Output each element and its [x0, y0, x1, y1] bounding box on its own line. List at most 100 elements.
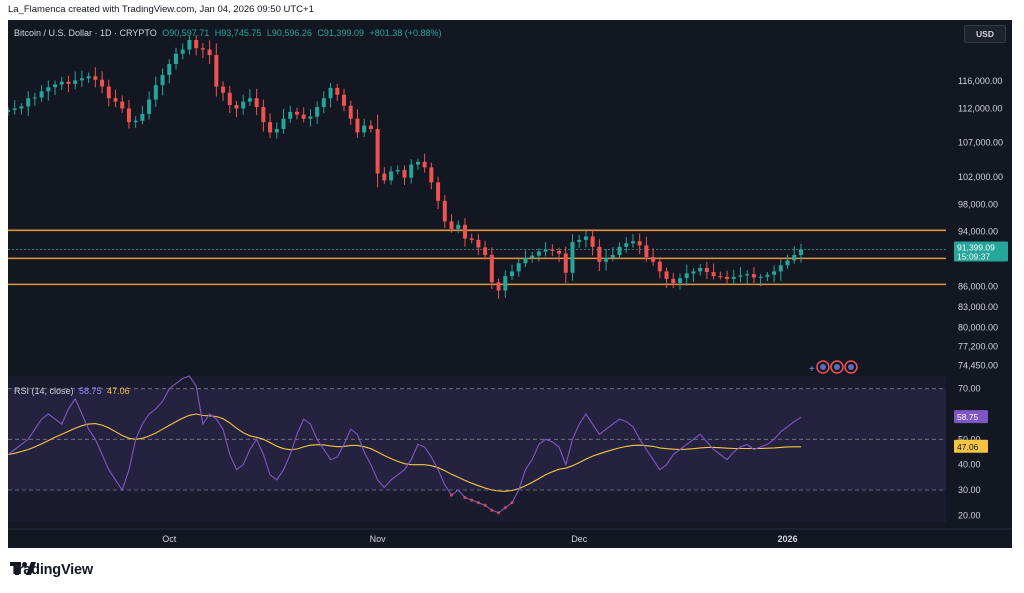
candle-body[interactable] [355, 118, 360, 133]
rsi-legend[interactable]: RSI (14, close) 58.75 47.06 [14, 386, 130, 396]
candle-body[interactable] [785, 260, 790, 266]
candle-body[interactable] [617, 246, 622, 255]
candle-body[interactable] [315, 107, 320, 117]
candle-body[interactable] [261, 107, 266, 123]
candle-body[interactable] [570, 241, 575, 273]
candle-body[interactable] [557, 250, 562, 254]
candle-body[interactable] [550, 249, 555, 251]
candle-body[interactable] [449, 221, 454, 229]
candle-body[interactable] [73, 80, 78, 84]
candle-body[interactable] [610, 254, 615, 258]
candle-body[interactable] [140, 113, 145, 121]
candle-body[interactable] [704, 267, 709, 273]
candle-body[interactable] [738, 275, 743, 277]
candle-body[interactable] [100, 79, 105, 87]
candle-body[interactable] [657, 261, 662, 272]
candle-body[interactable] [368, 125, 373, 129]
candle-body[interactable] [395, 170, 400, 172]
candle-body[interactable] [294, 111, 299, 115]
candle-body[interactable] [133, 120, 138, 123]
candle-body[interactable] [597, 246, 602, 262]
candle-body[interactable] [476, 239, 481, 248]
candle-body[interactable] [778, 265, 783, 272]
candle-body[interactable] [53, 84, 58, 88]
candle-body[interactable] [288, 111, 293, 119]
candle-body[interactable] [126, 108, 131, 123]
candle-body[interactable] [530, 255, 535, 258]
candle-body[interactable] [483, 247, 488, 255]
brand[interactable]: TradingView [10, 562, 93, 578]
candle-body[interactable] [429, 167, 434, 183]
candle-body[interactable] [442, 200, 447, 222]
candle-body[interactable] [301, 114, 306, 119]
candle-body[interactable] [725, 276, 730, 279]
candle-body[interactable] [563, 253, 568, 273]
candle-body[interactable] [590, 236, 595, 247]
candle-body[interactable] [187, 40, 192, 50]
candle-body[interactable] [792, 254, 797, 261]
candle-body[interactable] [207, 49, 212, 56]
candle-body[interactable] [630, 241, 635, 244]
candle-body[interactable] [765, 274, 770, 277]
candle-body[interactable] [469, 238, 474, 240]
candle-body[interactable] [731, 276, 736, 279]
candle-body[interactable] [160, 74, 165, 86]
candle-body[interactable] [174, 53, 178, 64]
candle-body[interactable] [342, 94, 346, 106]
candle-body[interactable] [772, 271, 777, 275]
currency-button[interactable]: USD [964, 25, 1006, 43]
candle-body[interactable] [671, 278, 676, 284]
candle-body[interactable] [637, 241, 642, 246]
candle-body[interactable] [745, 274, 750, 276]
candle-body[interactable] [678, 278, 682, 284]
candle-body[interactable] [120, 101, 125, 109]
candle-body[interactable] [12, 108, 17, 110]
candle-body[interactable] [409, 164, 414, 178]
price-label-box[interactable] [954, 241, 1008, 262]
candle-body[interactable] [415, 161, 420, 165]
candle-body[interactable] [274, 128, 279, 133]
candle-body[interactable] [268, 122, 273, 133]
candle-body[interactable] [711, 272, 716, 277]
candle-body[interactable] [39, 91, 44, 98]
candle-body[interactable] [684, 273, 689, 279]
rsi-ma-line[interactable] [8, 413, 801, 492]
candle-body[interactable] [32, 97, 37, 99]
event-icons[interactable]: + [809, 360, 858, 375]
chart-svg[interactable]: 116,000.00 112,000.00 107,000.00 102,000.00… [8, 20, 1012, 548]
candle-body[interactable] [436, 182, 441, 201]
candle-body[interactable] [281, 118, 286, 129]
candle-body[interactable] [321, 98, 326, 108]
candle-body[interactable] [335, 87, 340, 95]
candle-body[interactable] [389, 171, 394, 181]
chart-container[interactable]: 116,000.00 112,000.00 107,000.00 102,000.00… [8, 20, 1012, 548]
candle-body[interactable] [510, 271, 514, 277]
candle-body[interactable] [651, 256, 656, 262]
candle-body[interactable] [147, 99, 152, 114]
symbol-legend[interactable]: Bitcoin / U.S. Dollar · 1D · CRYPTO O90,… [14, 28, 442, 38]
candle-body[interactable] [93, 76, 98, 80]
candle-body[interactable] [254, 98, 259, 108]
candle-body[interactable] [691, 271, 696, 274]
candle-body[interactable] [577, 239, 582, 242]
candle-body[interactable] [153, 85, 158, 100]
candle-body[interactable] [180, 49, 185, 54]
candle-body[interactable] [8, 109, 10, 112]
candle-body[interactable] [798, 249, 803, 255]
candle-body[interactable] [247, 98, 252, 102]
candle-body[interactable] [328, 87, 333, 99]
candle-body[interactable] [503, 276, 508, 291]
candle-body[interactable] [59, 81, 64, 85]
rsi-line[interactable] [8, 375, 802, 514]
candle-body[interactable] [644, 245, 649, 257]
candle-body[interactable] [698, 267, 703, 272]
candle-body[interactable] [422, 161, 427, 168]
candle-body[interactable] [66, 81, 71, 84]
candle-body[interactable] [362, 125, 367, 133]
candle-body[interactable] [308, 116, 313, 119]
candle-body[interactable] [106, 86, 111, 99]
candle-body[interactable] [375, 128, 380, 174]
candle-body[interactable] [214, 55, 219, 87]
candle-body[interactable] [46, 87, 51, 92]
candle-body[interactable] [221, 86, 226, 93]
